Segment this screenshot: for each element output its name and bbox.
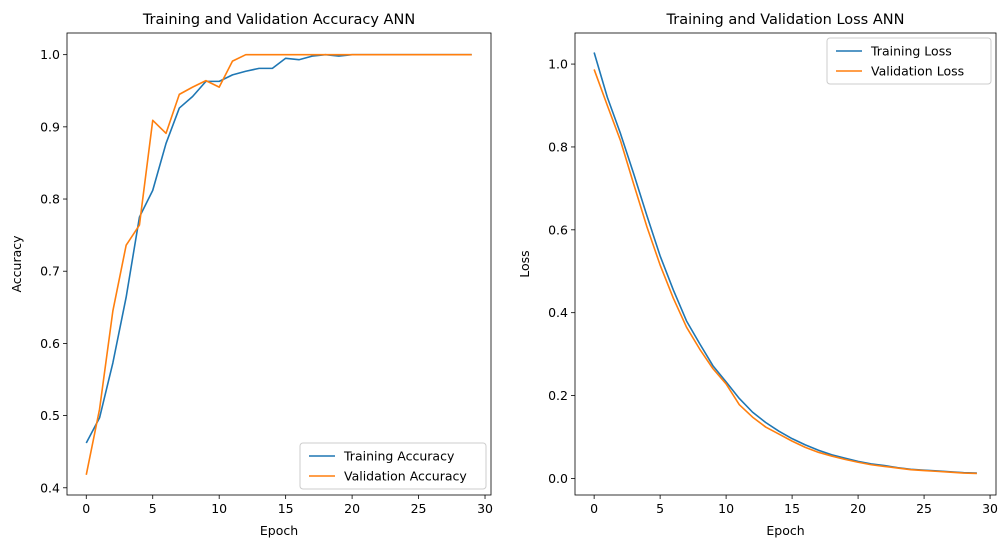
chart-0-ytick-label: 1.0 <box>40 47 60 62</box>
loss-chart: Training and Validation Loss ANN 0 5 10 15 20… <box>517 12 998 538</box>
chart-1-ytick-label: 1.0 <box>548 57 568 72</box>
chart-1-ytick-label: 0.0 <box>548 471 568 486</box>
chart-0-xtick-label: 0 <box>82 501 90 516</box>
chart-0-ytick-label: 0.8 <box>40 192 60 207</box>
chart-1-ytick-label: 0.4 <box>548 305 568 320</box>
chart-0-ylabel: Accuracy <box>9 235 24 293</box>
chart-1-xtick-label: 10 <box>718 501 734 516</box>
chart-0-xtick-label: 30 <box>477 501 493 516</box>
chart-1-legend-label-training-loss: Training Loss <box>870 44 952 59</box>
chart-1-series-validation-loss <box>593 69 977 475</box>
chart-1-ytick-label: 0.2 <box>548 388 568 403</box>
chart-0-series-validation-accuracy <box>85 53 472 475</box>
chart-0-legend-box <box>299 442 487 490</box>
chart-1-xtick-label: 0 <box>590 501 598 516</box>
chart-1-title: Training and Validation Loss ANN <box>666 12 905 28</box>
chart-0-xlabel: Epoch <box>260 523 298 538</box>
chart-1-legend: Training Loss Validation Loss <box>826 37 992 85</box>
chart-1-xtick-label: 30 <box>982 501 998 516</box>
chart-1-ytick-label: 0.8 <box>548 139 568 154</box>
chart-1-plot-frame <box>574 32 997 496</box>
chart-0-ytick-label: 0.7 <box>40 264 60 279</box>
chart-1-series-training-loss <box>593 52 977 474</box>
chart-0-xtick-label: 15 <box>278 501 294 516</box>
chart-1-ytick-label: 0.6 <box>548 222 568 237</box>
chart-0-xtick-label: 25 <box>411 501 427 516</box>
chart-0-title: Training and Validation Accuracy ANN <box>142 12 415 28</box>
chart-0-ytick-label: 0.9 <box>40 119 60 134</box>
chart-1-xtick-label: 20 <box>850 501 866 516</box>
chart-0-xtick-label: 20 <box>344 501 360 516</box>
chart-1-xtick-label: 25 <box>916 501 932 516</box>
chart-0-plot-frame <box>66 32 492 496</box>
chart-0-legend: Training Accuracy Validation Accuracy <box>299 442 487 490</box>
chart-1-xtick-label: 15 <box>784 501 800 516</box>
chart-0-ytick-label: 0.5 <box>40 408 60 423</box>
chart-0-xtick-label: 5 <box>149 501 157 516</box>
chart-0-series-training-accuracy <box>85 53 472 444</box>
chart-0-ytick-label: 0.6 <box>40 336 60 351</box>
chart-0-ytick-label: 0.4 <box>40 480 60 495</box>
chart-0-xtick-label: 10 <box>211 501 227 516</box>
chart-0-legend-label-validation-accuracy: Validation Accuracy <box>344 469 467 484</box>
chart-0-legend-label-training-accuracy: Training Accuracy <box>343 449 455 464</box>
chart-1-legend-label-validation-loss: Validation Loss <box>871 64 964 79</box>
chart-1-xlabel: Epoch <box>766 523 804 538</box>
chart-1-ylabel: Loss <box>517 250 532 277</box>
chart-1-xtick-label: 5 <box>656 501 664 516</box>
chart-1-legend-box <box>826 37 992 85</box>
accuracy-chart: Training and Validation Accuracy ANN 0 5 10… <box>9 12 493 538</box>
